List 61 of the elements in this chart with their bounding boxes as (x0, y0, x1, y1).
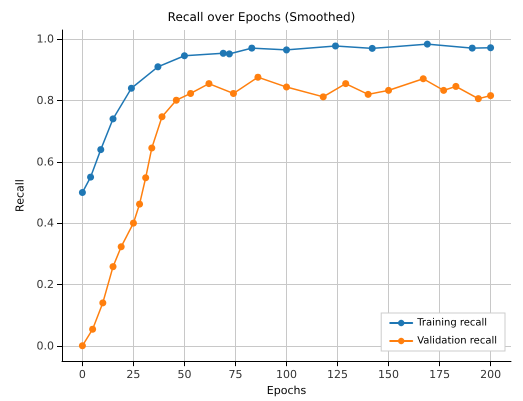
point (99, 299, 106, 306)
x-tick-label: 125 (327, 368, 348, 382)
point (385, 86, 392, 94)
y-tick-label: 0.0 (36, 339, 54, 352)
point (283, 84, 290, 91)
point (230, 90, 237, 97)
point (205, 80, 212, 88)
point (283, 46, 290, 54)
point (320, 93, 327, 100)
point (128, 84, 135, 92)
x-tick-label: 200 (480, 368, 502, 382)
point (130, 220, 137, 227)
x-tick-label: 50 (177, 368, 192, 382)
point (187, 90, 194, 97)
point (78, 188, 86, 196)
legend-label: Validation recall (417, 336, 498, 346)
point (158, 113, 166, 120)
point (118, 243, 125, 250)
point (78, 342, 86, 350)
point (342, 80, 350, 88)
point (110, 115, 117, 122)
x-tick-label: 100 (276, 368, 297, 382)
point (368, 44, 376, 52)
x-tick-label: 150 (378, 368, 400, 382)
point (254, 74, 262, 81)
x-tick-label: 25 (126, 368, 140, 382)
point (148, 144, 156, 152)
legend-label: Training recall (416, 318, 488, 328)
x-tick-label: 175 (429, 368, 450, 382)
point (136, 200, 144, 208)
point (364, 90, 372, 98)
point (487, 92, 494, 100)
point (97, 146, 104, 154)
y-tick-label: 1.0 (36, 32, 54, 46)
point (87, 174, 94, 181)
point (172, 96, 180, 104)
point (110, 263, 117, 270)
point (154, 63, 162, 70)
x-tick-label: 0 (78, 368, 86, 382)
point (424, 40, 431, 48)
point (468, 44, 476, 52)
point (452, 82, 460, 90)
y-tick-label: 0.4 (36, 216, 54, 230)
y-tick-label: 0.8 (36, 94, 54, 108)
point (487, 44, 494, 52)
point (226, 50, 233, 58)
chart-title: Recall over Epochs (Smoothed) (168, 10, 356, 24)
point (440, 86, 448, 94)
point (142, 174, 150, 182)
point (89, 326, 96, 333)
point (474, 95, 482, 102)
x-tick-label: 75 (228, 368, 242, 382)
point (248, 44, 256, 52)
point (220, 50, 227, 57)
point (420, 75, 427, 82)
y-axis-title: Recall (14, 179, 27, 212)
point (180, 52, 188, 60)
x-axis-title: Epochs (266, 384, 306, 397)
y-tick-label: 0.2 (36, 278, 54, 291)
y-tick-label: 0.6 (36, 155, 54, 168)
point (332, 42, 339, 50)
